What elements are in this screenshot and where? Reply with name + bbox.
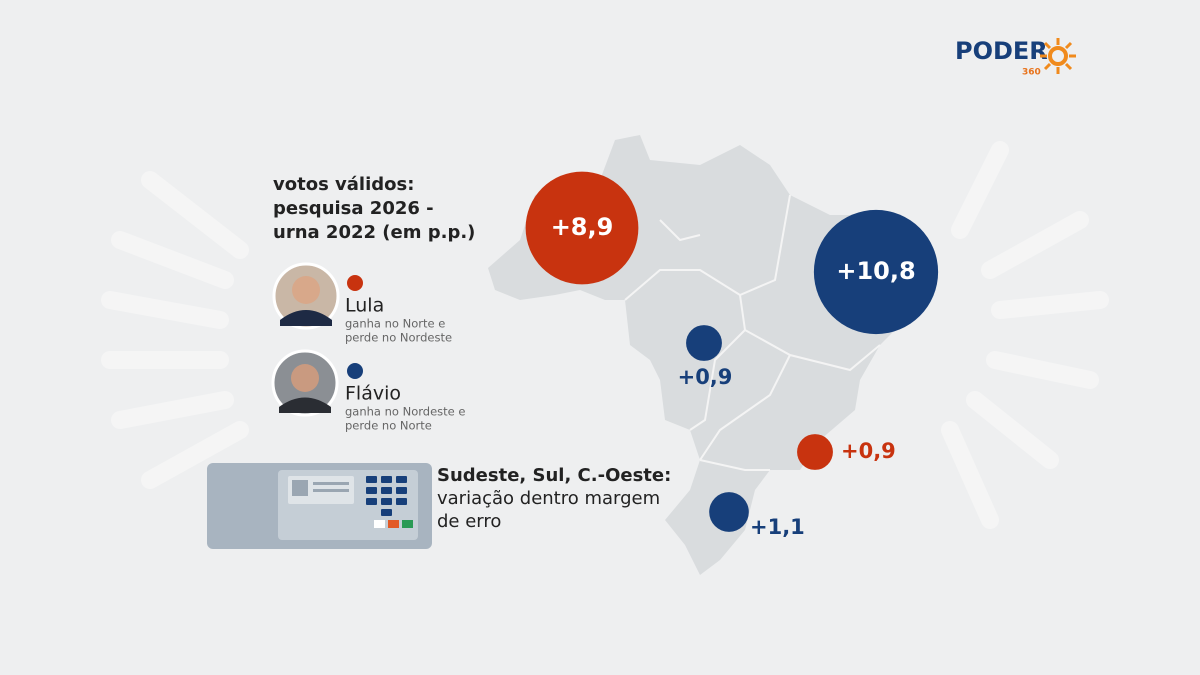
portrait-lula: [272, 262, 340, 330]
bubble-label: +1,1: [750, 515, 805, 539]
bubble-label: +8,9: [551, 213, 614, 241]
legend-note: ganha no Nordeste e: [345, 405, 465, 419]
note: Sudeste, Sul, C.-Oeste: variação dentro …: [437, 465, 671, 532]
legend-title-line: urna 2022 (em p.p.): [273, 222, 475, 243]
portrait-flavio: [271, 349, 339, 417]
logo-sub: 360: [1022, 68, 1041, 78]
legend-name: Lula: [345, 295, 384, 317]
legend-note: perde no Norte: [345, 419, 432, 433]
bubble: [709, 492, 749, 532]
legend-swatch: [347, 275, 363, 291]
voting-machine: [207, 463, 432, 549]
bubbles: +8,9 +10,8 +0,9 +0,9 +1,1: [525, 171, 939, 539]
legend-title: votos válidos: pesquisa 2026 - urna 2022…: [273, 174, 475, 243]
logo-name: PODER: [955, 37, 1048, 65]
bubble: [797, 434, 833, 470]
legend-title-line: pesquisa 2026 -: [273, 198, 434, 219]
bubble: [686, 325, 722, 361]
legend-title-line: votos válidos:: [273, 174, 414, 195]
background-rays: [101, 141, 1109, 529]
bubble-label: +10,8: [836, 257, 915, 285]
legend-note: ganha no Norte e: [345, 317, 445, 331]
legend-swatch: [347, 363, 363, 379]
legend-name: Flávio: [345, 383, 401, 405]
bubble-label: +0,9: [678, 365, 733, 389]
bubble: [813, 209, 939, 335]
logo-sun: [1040, 38, 1076, 74]
map-borders: [624, 194, 881, 471]
note-line: de erro: [437, 511, 501, 532]
bubble: [525, 171, 639, 285]
note-bold: Sudeste, Sul, C.-Oeste:: [437, 465, 671, 486]
legend-note: perde no Nordeste: [345, 331, 452, 345]
bubble-label: +0,9: [841, 439, 896, 463]
note-line: variação dentro margem: [437, 488, 660, 509]
